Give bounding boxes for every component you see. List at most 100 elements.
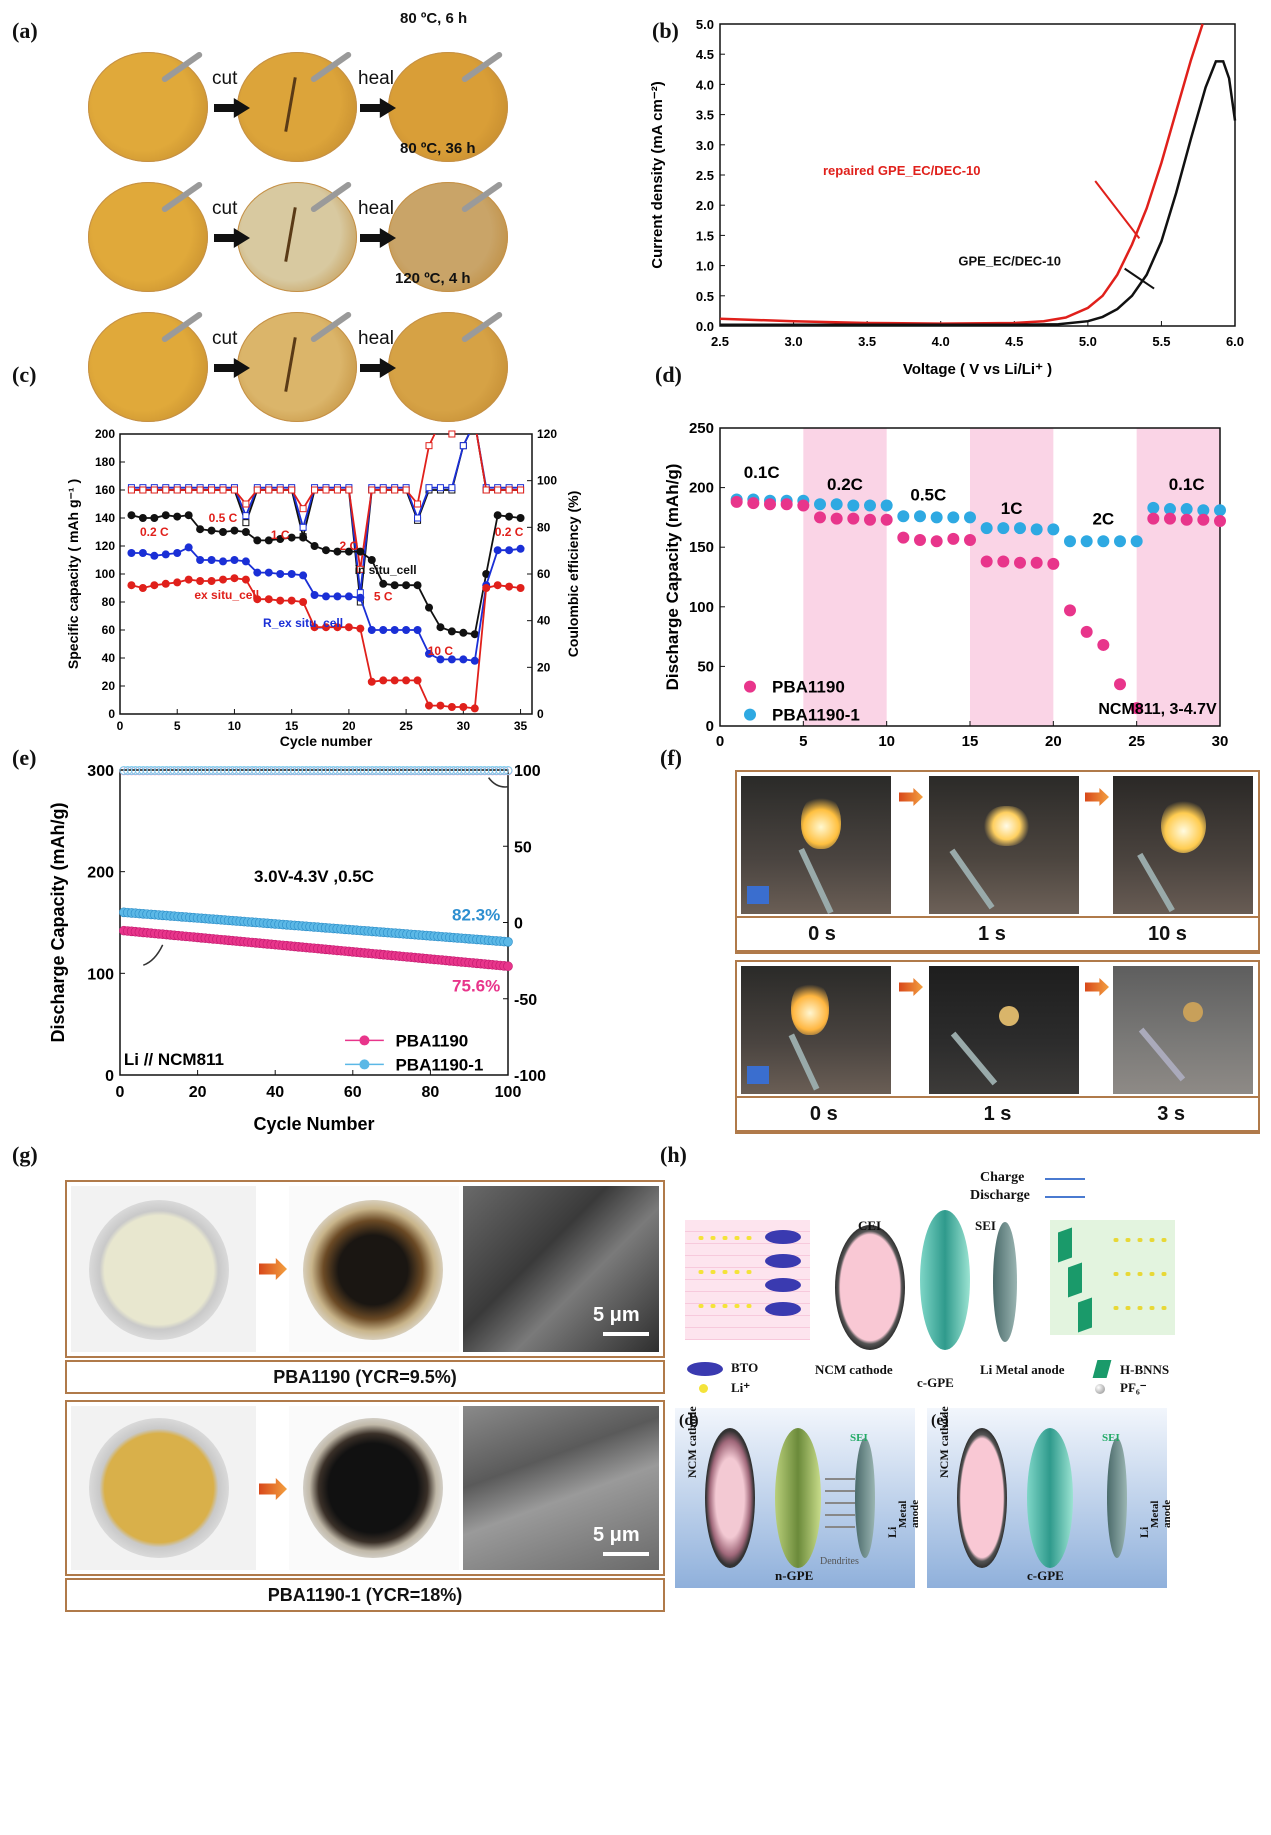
data-point xyxy=(1064,535,1076,548)
ce-marker xyxy=(391,486,399,494)
data-point xyxy=(930,535,943,548)
capacity-marker xyxy=(207,556,216,564)
capacity-marker xyxy=(333,547,342,556)
capacity-marker xyxy=(459,703,468,711)
pf6-icon xyxy=(1095,1384,1105,1394)
arrow-icon xyxy=(899,788,923,806)
time-label: 1 s xyxy=(978,922,1006,945)
sem-image-bottom: 5 μm xyxy=(463,1406,659,1570)
sub-panel-d: (d) NCM cathode SEI n-GPE Dendrites Li M… xyxy=(675,1406,921,1588)
y-axis-label: Current density (mA cm⁻²) xyxy=(649,81,666,268)
capacity-marker xyxy=(447,655,456,664)
film-disc-photo xyxy=(88,310,208,422)
left-axis-arrow xyxy=(143,944,164,966)
capacity-marker xyxy=(493,581,502,590)
scalebar-label: 5 μm xyxy=(593,1304,640,1326)
x-tick-label: 4.0 xyxy=(932,334,950,349)
y-tick-label: 160 xyxy=(95,483,115,497)
ce-marker xyxy=(299,523,307,531)
process-step-label: cut xyxy=(212,68,238,89)
ce-marker xyxy=(242,500,250,508)
sub-panel-e: (e) NCM cathode SEI c-GPE Li Metal anode xyxy=(927,1406,1173,1588)
ce-marker xyxy=(482,486,490,494)
film-disc-photo xyxy=(388,180,508,292)
ce-marker xyxy=(402,486,410,494)
panel-g-combustion: 5 μm PBA1190 (YCR=9.5%) 5 μm PBA1190-1 (… xyxy=(65,1180,665,1830)
plot-frame xyxy=(119,433,533,715)
capacity-marker xyxy=(196,556,205,564)
x-tick-label: 60 xyxy=(344,1084,362,1101)
capacity-marker xyxy=(505,582,514,591)
sub-d-sei-label: SEI xyxy=(850,1432,868,1444)
hbnns-icon xyxy=(1092,1360,1112,1378)
c-gpe-disc xyxy=(920,1210,970,1350)
capacity-marker xyxy=(322,623,330,632)
data-point xyxy=(897,510,910,523)
capacity-marker xyxy=(184,511,193,520)
film-disc-photo xyxy=(388,50,508,162)
data-point xyxy=(1080,625,1093,638)
x-tick-label: 100 xyxy=(495,1084,522,1101)
y-tick-label: 0 xyxy=(105,1068,114,1085)
ce-marker xyxy=(173,486,181,494)
data-point xyxy=(830,512,843,525)
series-label-ex-situ: ex situ_cell xyxy=(194,588,259,602)
capacity-marker xyxy=(161,550,170,559)
capacity-marker xyxy=(253,536,262,545)
ce-marker xyxy=(185,486,193,494)
rate-shade-band xyxy=(970,428,1054,726)
capacity-marker xyxy=(230,556,239,564)
discharge-arrow xyxy=(1045,1196,1085,1198)
data-point xyxy=(1130,535,1143,548)
capacity-marker xyxy=(127,511,136,520)
capacity-marker xyxy=(470,656,479,665)
series-line-0 xyxy=(719,23,1204,325)
legend-marker xyxy=(359,1035,370,1046)
sample-before-photo xyxy=(71,1186,256,1352)
panel-g-label: (g) xyxy=(12,1142,38,1167)
panel-f-flame-test: 0 s 1 s 10 s 0 s 1 s 3 s xyxy=(735,770,1260,1134)
ce-marker xyxy=(414,500,422,508)
y-tick-label: 100 xyxy=(689,599,714,616)
capacity-marker xyxy=(276,570,285,578)
y-tick-label: 0.0 xyxy=(696,319,714,334)
capacity-line-1 xyxy=(131,546,521,662)
data-point xyxy=(1114,678,1126,691)
combustion-bottom-frame: 5 μm xyxy=(65,1400,665,1576)
film-disc-photo xyxy=(237,310,357,422)
capacity-marker xyxy=(150,581,159,590)
tweezer-icon xyxy=(309,180,353,214)
ce-marker xyxy=(425,484,433,492)
panel-a-label: (a) xyxy=(12,18,38,43)
x-tick-label: 5.0 xyxy=(1079,334,1097,349)
x-axis-label: Voltage ( V vs Li/Li⁺ ) xyxy=(903,361,1052,378)
rate-label: 0.2 C xyxy=(140,525,169,539)
capacity-marker xyxy=(276,596,285,605)
panel-b-label: (b) xyxy=(652,18,679,43)
data-point xyxy=(747,497,760,510)
y-tick-label: 60 xyxy=(102,623,116,637)
process-step-label: heal xyxy=(358,328,394,349)
tweezer-icon xyxy=(460,180,504,214)
capacity-marker xyxy=(241,528,250,536)
rate-label: 1C xyxy=(1001,499,1023,518)
capacity-marker xyxy=(413,626,422,634)
data-point xyxy=(947,532,960,545)
capacity-marker xyxy=(310,623,319,632)
data-point xyxy=(764,498,776,511)
capacity-marker xyxy=(299,571,308,580)
tweezer-icon xyxy=(460,310,504,344)
x-tick-label: 25 xyxy=(1128,733,1145,750)
tweezer-icon xyxy=(309,310,353,344)
ce-marker xyxy=(368,486,376,494)
capacity-marker xyxy=(425,649,433,658)
panel-h-mechanism: Charge Discharge CEI SEI BTO Li⁺ NCM cat… xyxy=(675,1170,1271,1835)
capacity-marker xyxy=(322,592,330,601)
x-tick-label: 0 xyxy=(117,719,124,733)
capacity-marker xyxy=(390,581,399,590)
flame-test-bottom-frame: 0 s 1 s 3 s xyxy=(735,960,1260,1134)
ce-marker xyxy=(150,486,158,494)
retention-label-blue: 82.3% xyxy=(452,905,500,924)
capacity-marker xyxy=(173,549,182,557)
film-disc-photo xyxy=(237,50,357,162)
